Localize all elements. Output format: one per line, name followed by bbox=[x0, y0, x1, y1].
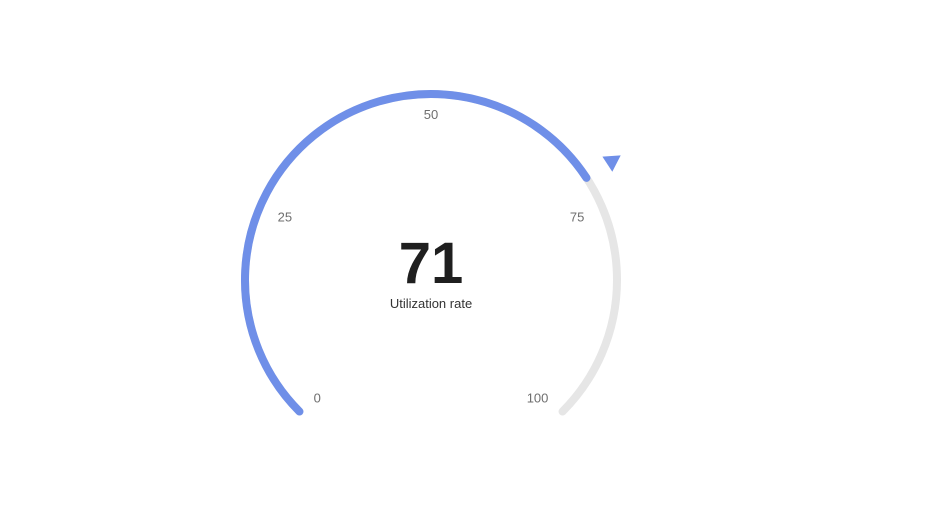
tick-label-0: 0 bbox=[314, 390, 321, 405]
gauge-value: 71 bbox=[399, 231, 464, 296]
tick-label-75: 75 bbox=[570, 210, 584, 225]
gauge-pointer-icon bbox=[602, 155, 621, 172]
tick-label-50: 50 bbox=[424, 107, 438, 122]
gauge-progress-arc bbox=[240, 90, 591, 416]
gauge-title: Utilization rate bbox=[390, 296, 472, 311]
tick-label-25: 25 bbox=[278, 210, 292, 225]
tick-label-100: 100 bbox=[527, 390, 549, 405]
